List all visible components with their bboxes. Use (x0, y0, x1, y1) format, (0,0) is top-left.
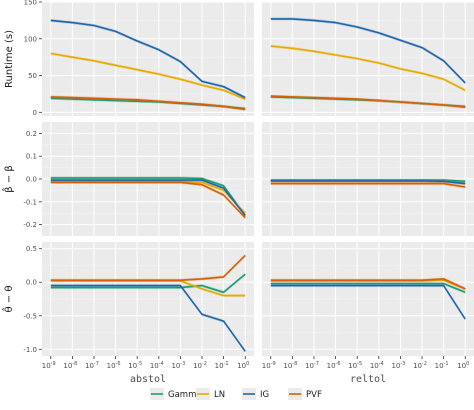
x-tick-label: 10-8 (283, 361, 297, 370)
y-axis-title: β̂ − β (1, 165, 15, 193)
series-line-ln (50, 180, 246, 214)
x-tick-label: 100 (457, 361, 469, 370)
legend-label: IG (260, 390, 269, 400)
y-tick-label: 0.0 (26, 176, 37, 184)
y-tick-label: 50 (28, 72, 37, 80)
series-line-ig (270, 18, 466, 84)
series-line-pvf (50, 96, 246, 111)
series-line-ig (270, 284, 466, 320)
x-tick-label: 10-5 (128, 361, 142, 370)
series-ribbon-pvf (50, 253, 246, 282)
x-tick-label: 10-3 (391, 361, 405, 370)
y-tick-label: 0.0 (26, 279, 37, 287)
series-line-gamma (50, 273, 246, 294)
series-line-pvf (270, 95, 466, 108)
series-line-ig (270, 180, 466, 185)
legend-label: LN (214, 390, 225, 400)
x-tick-label: 10-9 (262, 361, 276, 370)
x-tick-label: 10-6 (327, 361, 341, 370)
x-tick-label: 10-2 (413, 361, 427, 370)
x-tick-label: 10-4 (150, 361, 164, 370)
series-line-ig (50, 19, 246, 99)
y-tick-label: 100 (24, 35, 37, 43)
x-tick-label: 10-6 (107, 361, 121, 370)
series-line-pvf (270, 182, 466, 188)
series-line-gamma (50, 177, 246, 216)
y-tick-label: -1.0 (23, 346, 37, 354)
x-tick-label: 10-2 (193, 361, 207, 370)
y-tick-label: -0.5 (23, 312, 37, 320)
legend-label: Gamma (168, 390, 202, 400)
x-tick-label: 10-4 (370, 361, 384, 370)
y-tick-label: 0.1 (26, 153, 37, 161)
series-line-pvf (50, 181, 246, 219)
y-tick-label: -0.1 (23, 198, 37, 206)
series-line-pvf (270, 278, 466, 290)
series-line-ln (270, 45, 466, 92)
x-tick-label: 10-7 (305, 361, 319, 370)
series-line-ig (50, 179, 246, 216)
legend-item-gamma: Gamma (150, 388, 202, 400)
series-line-ig (50, 284, 246, 352)
legend-item-pvf: PVF (288, 388, 322, 400)
y-tick-label: 0.5 (26, 245, 37, 253)
facet-label-abstol: abstol (130, 374, 166, 385)
series-line-gamma (270, 282, 466, 294)
y-axis-title: θ̂ − θ (1, 286, 15, 313)
y-tick-label: 150 (24, 0, 37, 7)
y-tick-label: 0 (33, 109, 37, 117)
series-line-pvf (50, 254, 246, 282)
x-tick-label: 10-5 (348, 361, 362, 370)
x-tick-label: 10-3 (171, 361, 185, 370)
y-tick-label: 0.2 (26, 130, 37, 138)
series-ribbon-gamma (50, 272, 246, 294)
x-tick-label: 10-7 (85, 361, 99, 370)
x-tick-label: 10-9 (42, 361, 56, 370)
x-tick-label: 10-1 (435, 361, 449, 370)
legend-item-ln: LN (196, 388, 225, 400)
series-ribbon-ln (270, 44, 466, 92)
legend-item-ig: IG (242, 388, 269, 400)
series-line-ln (50, 52, 246, 100)
x-tick-label: 10-8 (63, 361, 77, 370)
y-axis-title: Runtime (s) (4, 30, 15, 88)
x-tick-label: 10-1 (215, 361, 229, 370)
x-tick-label: 100 (237, 361, 249, 370)
legend-label: PVF (306, 390, 322, 400)
y-tick-label: -0.2 (23, 221, 37, 229)
facet-label-reltol: reltol (350, 374, 386, 385)
